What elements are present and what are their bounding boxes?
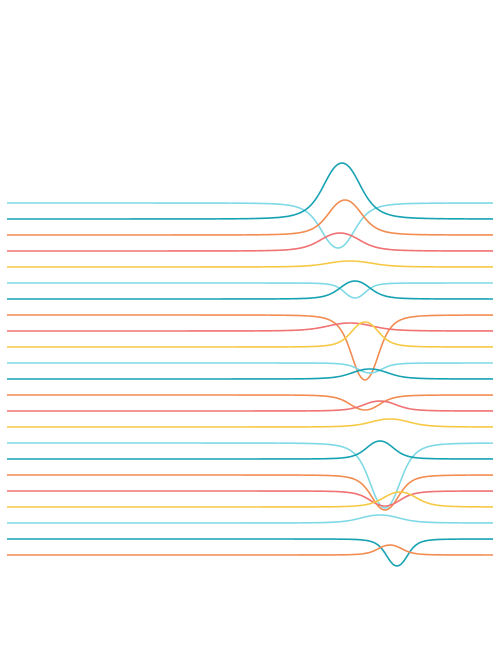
wave-line <box>7 514 494 524</box>
wave-line <box>7 362 493 374</box>
wave-line <box>7 474 494 511</box>
wave-line <box>7 321 493 348</box>
wave-line <box>7 544 493 556</box>
wave-line <box>7 232 494 252</box>
wave-line <box>7 368 493 380</box>
wave-line <box>7 199 493 236</box>
wave-line <box>7 440 493 460</box>
wave-line <box>7 394 494 411</box>
wave-line <box>7 400 493 412</box>
wave-line <box>7 538 493 567</box>
wave-line <box>7 260 493 268</box>
wave-line <box>7 282 493 299</box>
wave-line <box>7 314 493 381</box>
wave-line <box>7 418 493 428</box>
wave-line <box>7 322 494 332</box>
wave-line <box>7 280 493 300</box>
wave-line <box>7 162 493 220</box>
wave-line <box>7 202 493 249</box>
waves <box>7 162 494 567</box>
wave-line <box>7 490 493 507</box>
wave-line <box>7 491 494 508</box>
